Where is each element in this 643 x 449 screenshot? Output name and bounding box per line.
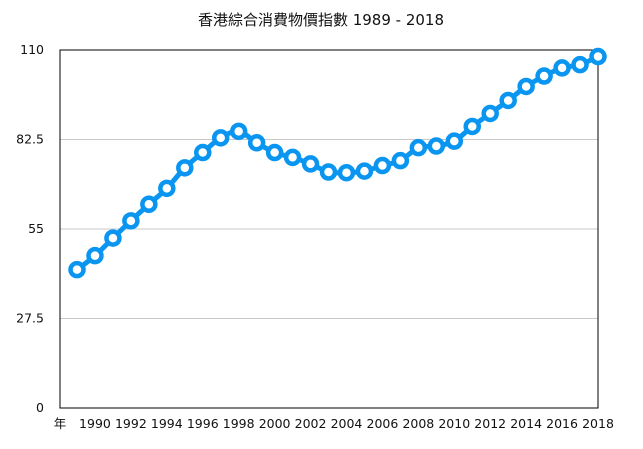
x-tick-label: 2018: [582, 416, 614, 431]
y-tick-label: 55: [28, 221, 44, 236]
x-tick-label: 2010: [438, 416, 470, 431]
data-point: [319, 163, 338, 181]
data-point: [283, 148, 302, 167]
data-point: [211, 129, 230, 147]
data-point: [373, 156, 392, 175]
x-tick-label: 2008: [402, 416, 434, 431]
data-point: [409, 138, 428, 157]
x-tick-label: 2014: [510, 416, 542, 431]
data-point: [355, 162, 374, 180]
x-tick-label: 2000: [259, 416, 291, 431]
x-tick-label: 2006: [367, 416, 399, 431]
data-point: [499, 91, 517, 110]
data-point: [194, 143, 212, 162]
data-point: [571, 55, 589, 74]
x-axis: 1990 1992 1994 1996 1998 2000 2002 2004 2006 2008…: [79, 416, 614, 431]
data-point: [68, 260, 86, 279]
x-tick-label: 1992: [115, 416, 147, 431]
data-point: [140, 195, 158, 214]
data-point: [176, 159, 194, 177]
data-point: [535, 67, 553, 85]
data-point: [86, 246, 104, 265]
y-tick-label: 110: [20, 42, 44, 57]
y-tick-label: 0: [36, 400, 44, 415]
x-tick-label: 1990: [79, 416, 111, 431]
data-point: [337, 163, 356, 182]
data-point: [445, 132, 464, 150]
y-axis: 0 27.5 55 82.5 110: [16, 42, 44, 415]
data-points: [68, 47, 607, 279]
y-tick-label: 82.5: [16, 132, 44, 147]
data-point: [122, 212, 140, 230]
x-tick-label: 2002: [295, 416, 327, 431]
x-tick-label: 2016: [546, 416, 578, 431]
data-point: [463, 117, 481, 136]
x-axis-label: 年: [54, 416, 67, 431]
data-point: [229, 122, 248, 141]
plot-frame: [59, 49, 599, 409]
x-tick-label: 2012: [474, 416, 506, 431]
chart-title: 香港綜合消費物價指數 1989 - 2018: [198, 11, 444, 29]
data-point: [481, 104, 499, 123]
data-point: [517, 77, 535, 96]
x-tick-label: 1998: [223, 416, 255, 431]
data-point: [104, 229, 122, 247]
y-tick-label: 27.5: [16, 311, 44, 326]
data-point: [391, 151, 410, 170]
x-tick-label: 1996: [187, 416, 219, 431]
data-point: [265, 143, 284, 162]
data-point: [553, 59, 571, 77]
data-point: [589, 47, 607, 66]
grid: [60, 139, 598, 319]
data-point: [301, 155, 320, 173]
data-point: [427, 137, 446, 155]
data-point: [247, 134, 266, 152]
x-tick-label: 1994: [151, 416, 183, 431]
x-tick-label: 2004: [331, 416, 363, 431]
data-point: [158, 179, 176, 198]
